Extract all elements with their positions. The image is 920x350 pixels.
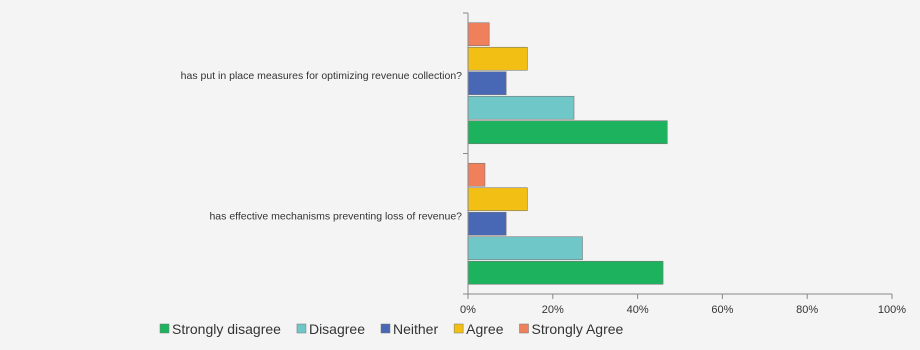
x-tick-label: 80% xyxy=(796,304,818,316)
x-tick-label: 0% xyxy=(460,304,476,316)
legend-label-agree: Agree xyxy=(466,321,504,337)
bar-agree-0 xyxy=(467,46,528,71)
legend-label-neither: Neither xyxy=(393,321,438,337)
legend-swatch-strongly-disagree xyxy=(159,323,170,334)
legend-label-strongly-disagree: Strongly disagree xyxy=(172,321,281,337)
x-tick-label: 60% xyxy=(711,304,733,316)
x-tick-label: 20% xyxy=(542,304,564,316)
legend-swatch-neither xyxy=(380,323,391,334)
bar-strongly-disagree-1 xyxy=(467,260,664,285)
bar-agree-1 xyxy=(467,187,528,212)
legend-swatch-disagree xyxy=(296,323,307,334)
x-tick-label: 40% xyxy=(627,304,649,316)
bar-strongly-agree-0 xyxy=(467,22,490,47)
x-tick-label: 100% xyxy=(878,304,906,316)
legend-swatch-agree xyxy=(453,323,464,334)
legend-label-strongly-agree: Strongly Agree xyxy=(531,321,623,337)
bar-disagree-0 xyxy=(467,95,575,120)
bar-neither-1 xyxy=(467,211,507,236)
bar-disagree-1 xyxy=(467,236,583,261)
legend-swatch-strongly-agree xyxy=(519,323,529,334)
bar-strongly-agree-1 xyxy=(467,162,486,187)
bar-neither-0 xyxy=(467,71,507,96)
legend-label-disagree: Disagree xyxy=(309,321,365,337)
category-label-0: has put in place measures for optimizing… xyxy=(181,70,462,82)
category-label-1: has effective mechanisms preventing loss… xyxy=(209,211,462,223)
bar-strongly-disagree-0 xyxy=(467,120,668,145)
